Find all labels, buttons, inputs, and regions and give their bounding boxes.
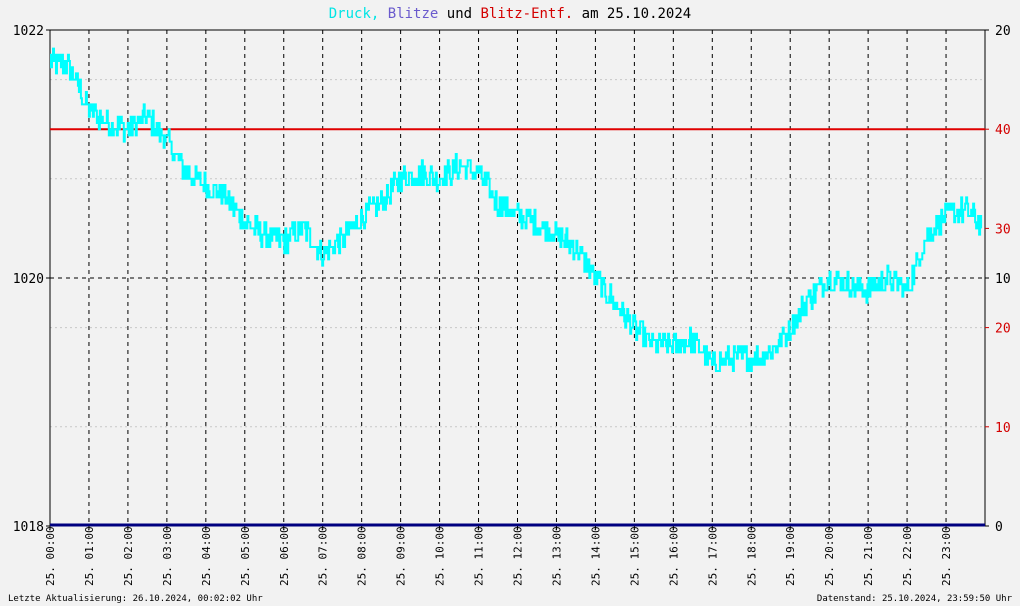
right-tick-label-entf: 30: [995, 222, 1011, 237]
x-axis: 25. 00:00 25. 01:00 25. 02:00 25. 03:00 25. …: [44, 526, 953, 586]
x-tick-label: 25. 10:00: [434, 526, 447, 586]
x-tick-label: 25. 16:00: [667, 526, 680, 586]
title-part-3: und: [438, 6, 480, 22]
footer-data-status: Datenstand: 25.10.2024, 23:59:50 Uhr: [816, 594, 1012, 604]
x-tick-label: 25. 23:00: [940, 526, 953, 586]
left-tick-label: 1022: [13, 24, 44, 39]
x-tick-label: 25. 14:00: [589, 526, 602, 586]
right-tick-label-entf: 20: [995, 322, 1011, 337]
title-part-2: Blitze: [388, 6, 439, 22]
x-tick-label: 25. 21:00: [862, 526, 875, 586]
x-tick-label: 25. 03:00: [161, 526, 174, 586]
title-part-1: ,: [371, 6, 388, 22]
footer-last-update: Letzte Aktualisierung: 26.10.2024, 00:02…: [8, 594, 263, 604]
x-tick-label: 25. 22:00: [901, 526, 914, 586]
x-tick-label: 25. 15:00: [628, 526, 641, 586]
left-tick-label: 1020: [13, 272, 44, 287]
right-axis: 20 10 0 40 30 20 10: [985, 24, 1011, 535]
x-tick-label: 25. 01:00: [83, 526, 96, 586]
pressure-line: [49, 47, 983, 372]
x-tick-label: 25. 04:00: [200, 526, 213, 586]
x-tick-label: 25. 17:00: [706, 526, 719, 586]
x-tick-label: 25. 18:00: [745, 526, 758, 586]
x-grid: [88, 30, 947, 526]
x-tick-label: 25. 00:00: [44, 526, 57, 586]
x-tick-label: 25. 19:00: [784, 526, 797, 586]
x-tick-label: 25. 07:00: [317, 526, 330, 586]
x-tick-label: 25. 11:00: [473, 526, 486, 586]
pressure-series: [49, 47, 983, 372]
chart-title: Druck, Blitze und Blitz-Entf. am 25.10.2…: [329, 6, 691, 22]
x-tick-label: 25. 06:00: [278, 526, 291, 586]
title-part-0: Druck: [329, 6, 372, 22]
right-tick-label-blitze: 20: [995, 24, 1011, 39]
x-tick-label: 25. 09:00: [395, 526, 408, 586]
left-tick-label: 1018: [13, 520, 44, 535]
x-tick-label: 25. 12:00: [512, 526, 525, 586]
right-tick-label-blitze: 10: [995, 272, 1011, 287]
title-part-4: Blitz-Entf.: [481, 6, 574, 22]
x-tick-label: 25. 20:00: [823, 526, 836, 586]
title-part-5: am 25.10.2024: [573, 6, 691, 22]
left-axis: 1022 1020 1018: [13, 24, 50, 535]
right-tick-label-blitze: 0: [995, 520, 1003, 535]
right-tick-label-entf: 40: [995, 123, 1011, 138]
x-tick-label: 25. 05:00: [239, 526, 252, 586]
x-tick-label: 25. 02:00: [122, 526, 135, 586]
right-tick-label-entf: 10: [995, 421, 1011, 436]
x-tick-label: 25. 13:00: [550, 526, 563, 586]
x-tick-label: 25. 08:00: [356, 526, 369, 586]
